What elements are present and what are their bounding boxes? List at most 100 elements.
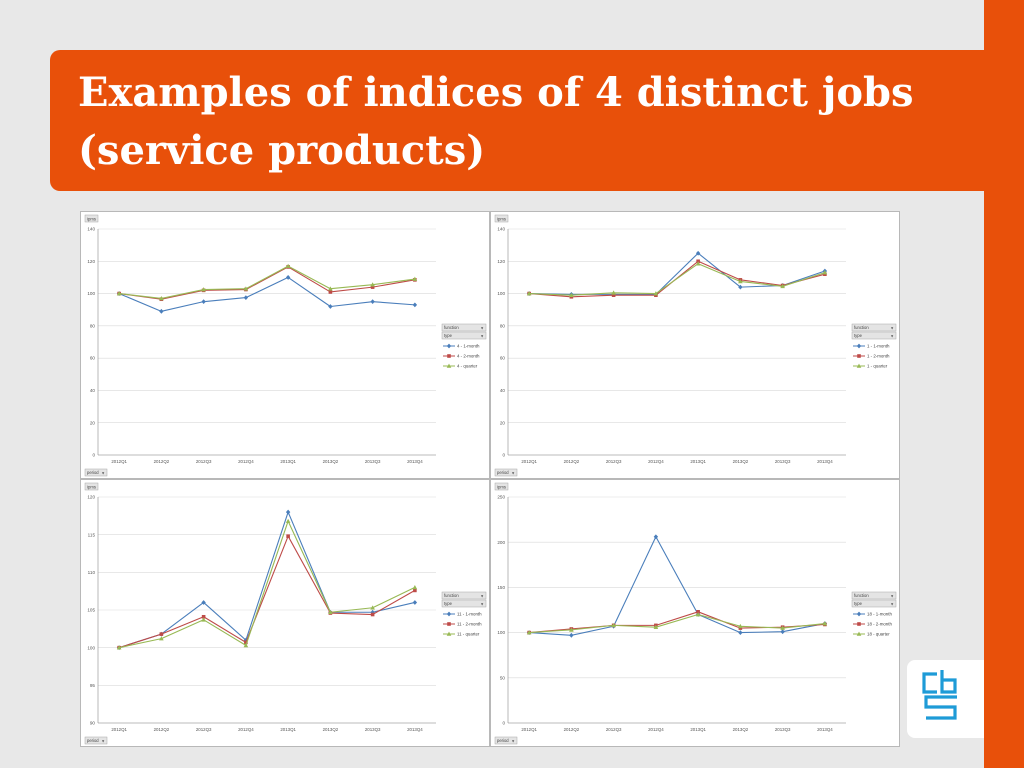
data-point xyxy=(243,637,249,643)
data-point xyxy=(328,290,333,294)
x-tick-label: 2012Q3 xyxy=(606,727,622,732)
pivot-period-button[interactable]: period ▾ xyxy=(84,468,108,477)
legend-label: 11 - 1-month xyxy=(457,612,482,617)
legend-label: 11 - 2-month xyxy=(457,622,482,627)
series-11-1-month xyxy=(116,509,418,651)
data-point xyxy=(285,275,291,280)
pivot-field-label: ipms xyxy=(497,484,506,489)
pivot-field-button[interactable]: ipms xyxy=(84,214,99,223)
pivot-period-bg xyxy=(494,736,518,745)
legend-swatch-marker xyxy=(447,622,451,626)
data-point xyxy=(780,629,785,635)
pivot-filter-function[interactable]: function ▾ xyxy=(441,323,487,332)
data-point xyxy=(695,250,701,256)
x-tick-label: 2012Q2 xyxy=(564,727,580,732)
y-tick-label: 0 xyxy=(502,721,505,726)
x-tick-label: 2013Q2 xyxy=(733,727,749,732)
pivot-period-button[interactable]: period ▾ xyxy=(494,468,518,477)
x-tick-label: 2012Q1 xyxy=(521,459,537,464)
chevron-down-icon: ▾ xyxy=(891,333,894,338)
line-chart-1: ipms 0 20 40 60 80 100 120 140 2012Q1 2012Q2 2012Q3… xyxy=(494,214,897,477)
chevron-down-icon: ▾ xyxy=(481,325,484,330)
pivot-field-button-bg xyxy=(84,482,99,491)
data-point xyxy=(243,643,249,648)
data-point xyxy=(370,282,375,287)
x-tick-label: 2013Q1 xyxy=(690,727,706,732)
series-line xyxy=(529,252,826,295)
pivot-filter-bg xyxy=(851,591,897,600)
pivot-filter-type[interactable]: type ▾ xyxy=(851,599,897,608)
pivot-filter-label: function xyxy=(854,325,869,330)
y-tick-label: 120 xyxy=(497,259,505,264)
pivot-field-button[interactable]: ipms xyxy=(494,214,509,223)
pivot-field-label: ipms xyxy=(497,216,506,221)
pivot-period-label: period xyxy=(87,470,99,475)
pivot-filter-bg xyxy=(441,331,487,340)
pivot-field-button[interactable]: ipms xyxy=(84,482,99,491)
data-point xyxy=(116,291,122,296)
pivot-filter-function[interactable]: function ▾ xyxy=(441,591,487,600)
legend: function ▾ type ▾ 18 - 1-month 18 - 2-month 18… xyxy=(851,591,897,637)
x-tick-label: 2013Q3 xyxy=(365,727,381,732)
pivot-field-button-bg xyxy=(84,214,99,223)
pivot-filter-label: type xyxy=(444,333,453,338)
legend-swatch-marker xyxy=(447,354,451,358)
series-line xyxy=(118,535,416,649)
pivot-period-button[interactable]: period ▾ xyxy=(84,736,108,745)
data-point xyxy=(201,614,206,619)
y-tick-label: 100 xyxy=(87,291,95,296)
data-point xyxy=(653,624,659,629)
data-point xyxy=(159,632,164,636)
series-4-quarter xyxy=(116,263,418,301)
legend-label: 4 - quarter xyxy=(457,364,478,369)
pivot-filter-type[interactable]: type ▾ xyxy=(441,599,487,608)
y-tick-label: 115 xyxy=(88,532,96,537)
pivot-filter-label: function xyxy=(444,593,459,598)
data-point xyxy=(412,585,418,590)
x-tick-label: 2012Q3 xyxy=(606,459,622,464)
series-1-1-month xyxy=(526,250,828,297)
pivot-period-label: period xyxy=(87,738,99,743)
data-point xyxy=(822,621,828,626)
pivot-filter-type[interactable]: type ▾ xyxy=(441,331,487,340)
legend-label: 1 - quarter xyxy=(867,364,888,369)
y-tick-label: 140 xyxy=(87,227,95,232)
data-point xyxy=(244,640,248,645)
x-tick-label: 2012Q1 xyxy=(521,727,537,732)
pivot-period-bg xyxy=(494,468,518,477)
x-tick-label: 2013Q3 xyxy=(775,459,791,464)
line-chart-3: ipms 0 50 100 150 200 250 2012Q1 2012Q2 2012Q3 201… xyxy=(494,482,897,745)
cbs-logo-icon xyxy=(922,670,957,720)
data-point xyxy=(695,612,701,617)
legend-swatch-marker xyxy=(856,611,862,617)
legend: function ▾ type ▾ 1 - 1-month 1 - 2-month 1 - … xyxy=(851,323,897,369)
pivot-field-button[interactable]: ipms xyxy=(494,482,509,491)
chart-panel-job-11: ipms 90 95 100 105 110 115 120 2012Q1 2012Q2 2012Q… xyxy=(80,479,490,747)
pivot-filter-function[interactable]: function ▾ xyxy=(851,591,897,600)
pivot-filter-function[interactable]: function ▾ xyxy=(851,323,897,332)
y-tick-label: 105 xyxy=(87,608,95,613)
series-line xyxy=(118,511,415,649)
line-chart-0: ipms 0 20 40 60 80 100 120 140 2012Q1 2012Q2 2012Q3… xyxy=(84,214,487,477)
x-tick-label: 2013Q4 xyxy=(817,727,833,732)
line-chart-2: ipms 90 95 100 105 110 115 120 2012Q1 2012Q2 2012Q… xyxy=(84,482,487,745)
data-point xyxy=(696,259,700,264)
pivot-period-button[interactable]: period ▾ xyxy=(494,736,518,745)
data-point xyxy=(286,534,290,538)
series-line xyxy=(118,276,415,312)
chart-panel-job-18: ipms 0 50 100 150 200 250 2012Q1 2012Q2 2012Q3 201… xyxy=(490,479,900,747)
data-point xyxy=(653,291,659,296)
x-tick-label: 2012Q3 xyxy=(196,459,212,464)
chevron-down-icon: ▾ xyxy=(102,738,105,743)
data-point xyxy=(285,518,291,523)
series-18-quarter xyxy=(526,612,828,635)
data-point xyxy=(412,600,418,605)
data-point xyxy=(653,534,659,540)
x-tick-label: 2012Q4 xyxy=(648,727,664,732)
series-line xyxy=(119,520,416,649)
title-banner: Examples of indices of 4 distinct jobs (… xyxy=(50,50,984,191)
pivot-filter-type[interactable]: type ▾ xyxy=(851,331,897,340)
data-point xyxy=(738,630,743,635)
x-tick-label: 2013Q1 xyxy=(690,459,706,464)
y-tick-label: 50 xyxy=(500,675,506,680)
